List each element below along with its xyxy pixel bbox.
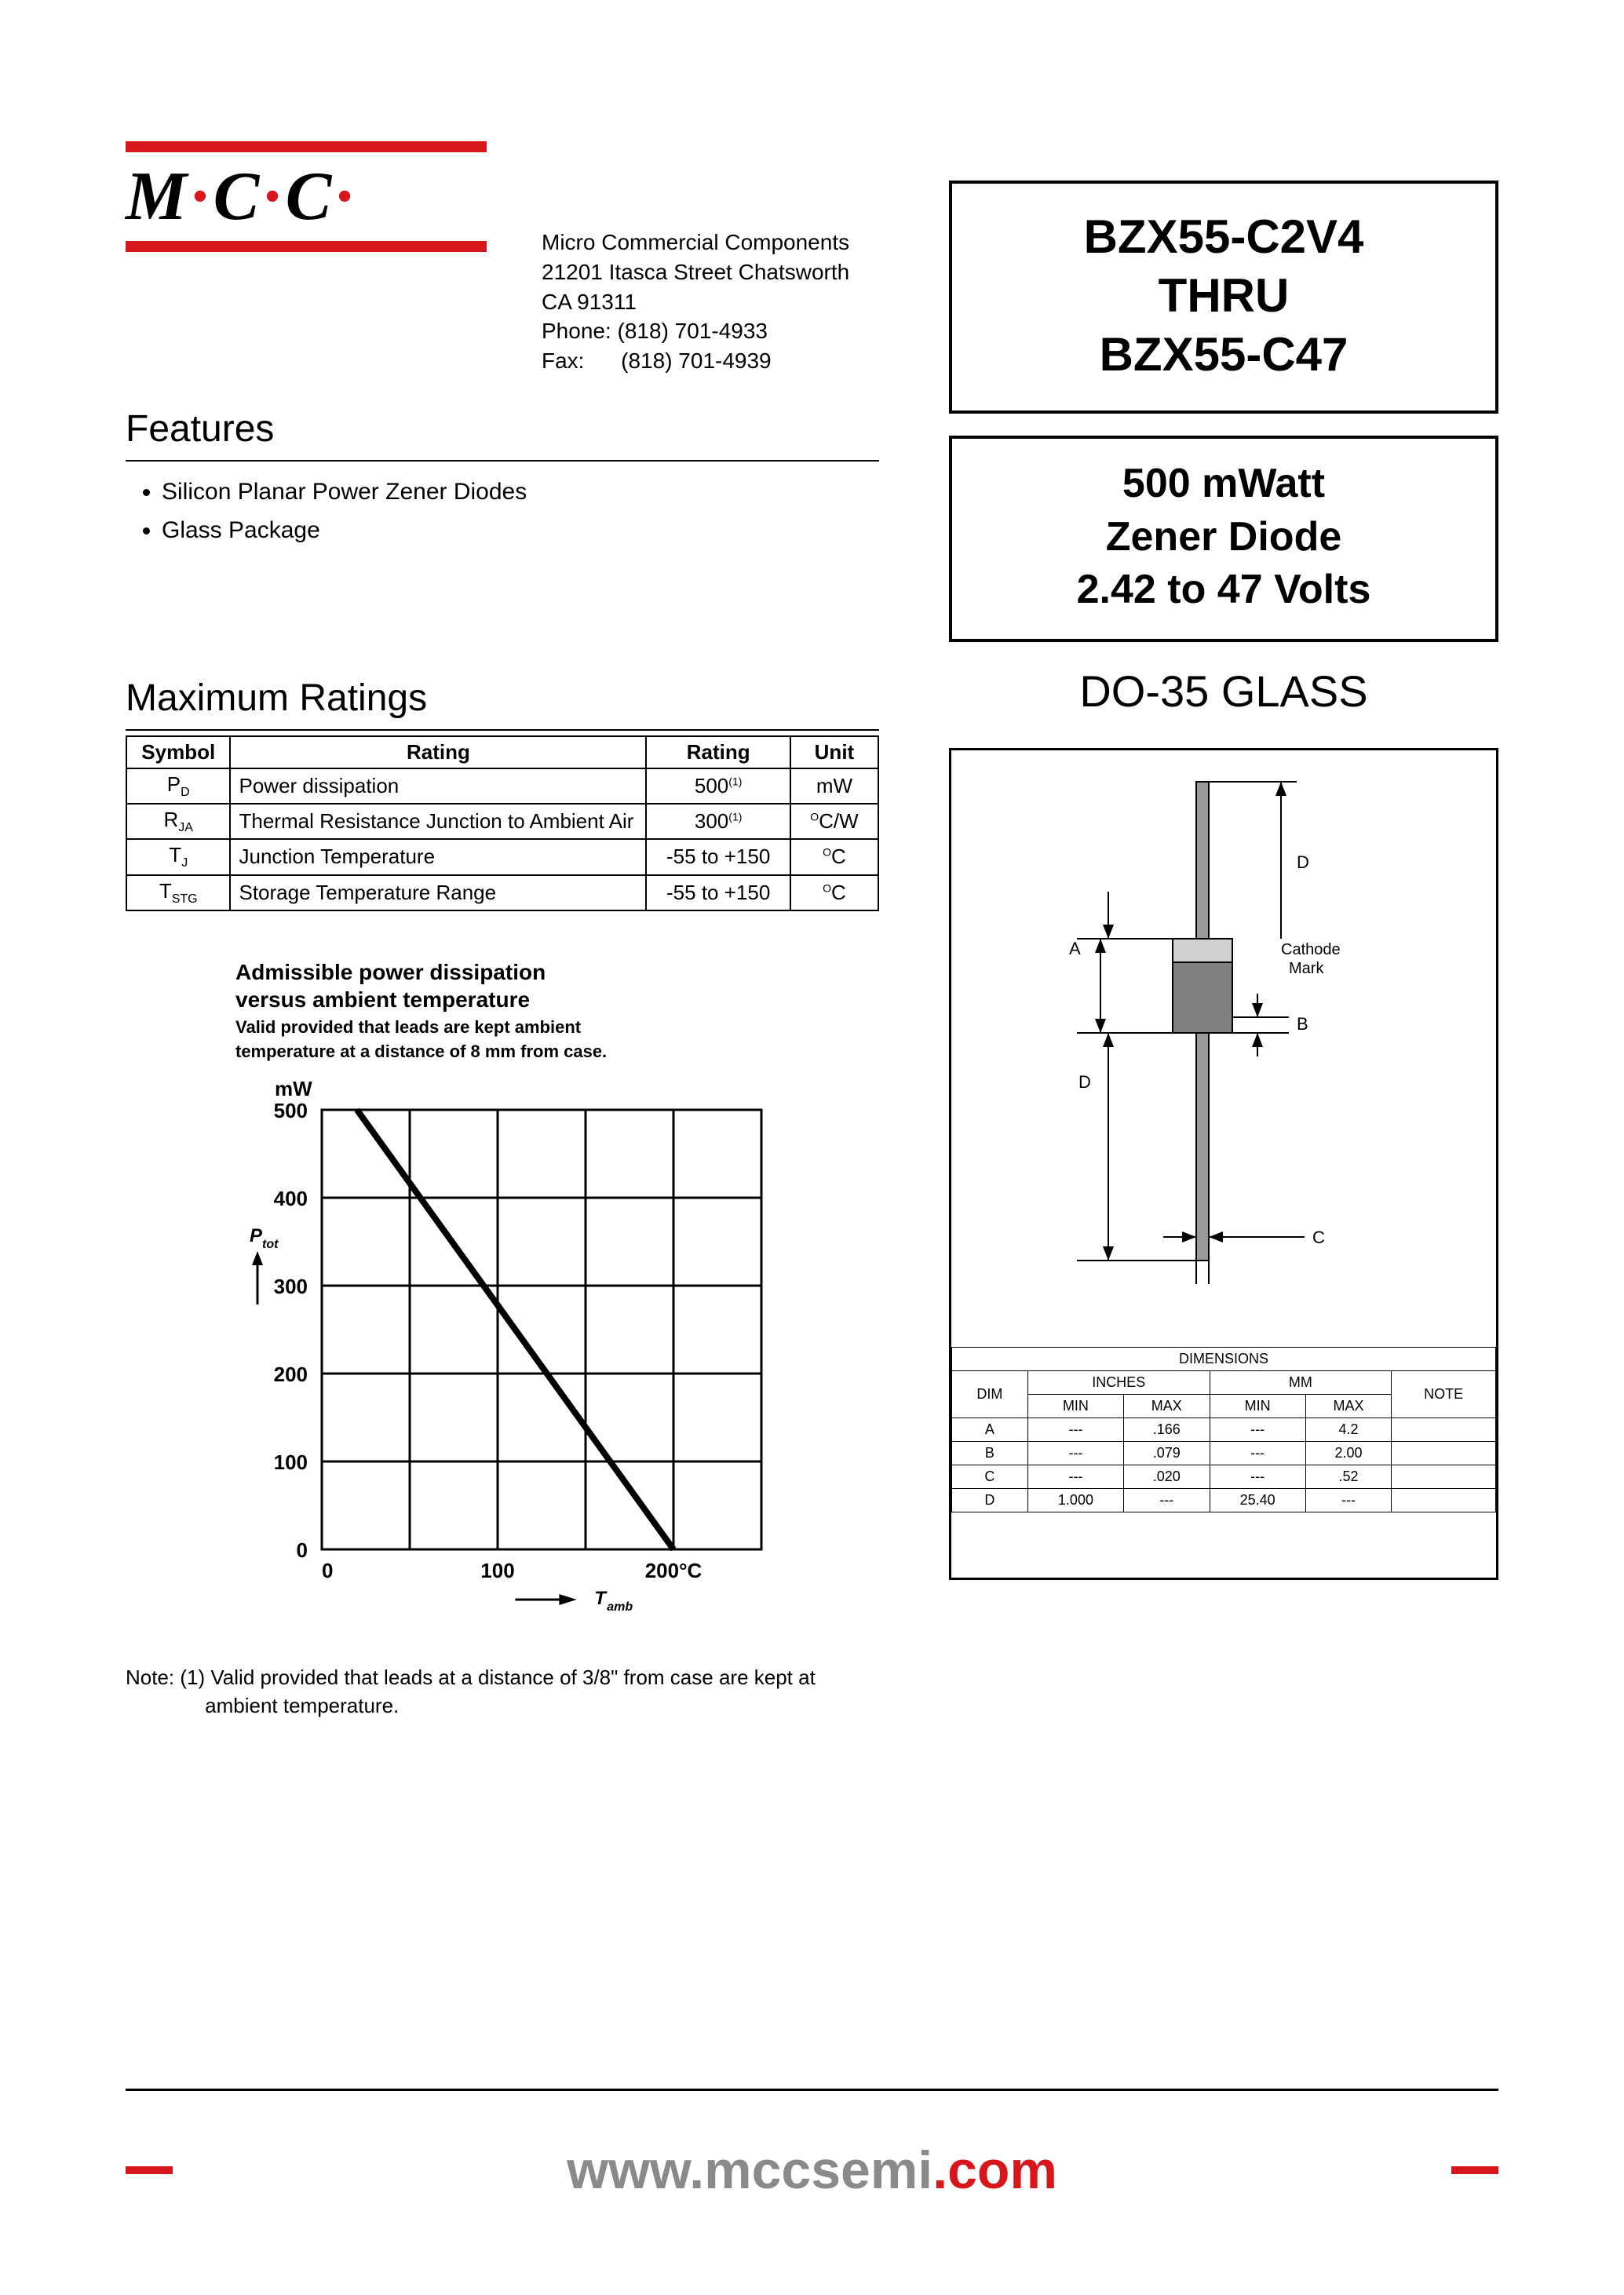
- chart-subtitle-1: Valid provided that leads are kept ambie…: [235, 1016, 879, 1038]
- spec-line: 500 mWatt: [960, 458, 1487, 511]
- table-row: RJA Thermal Resistance Junction to Ambie…: [126, 804, 878, 839]
- chart-title-1: Admissible power dissipation: [235, 958, 879, 986]
- svg-text:P: P: [250, 1225, 263, 1246]
- max-ratings-heading: Maximum Ratings: [126, 677, 879, 720]
- svg-text:mW: mW: [275, 1077, 312, 1100]
- title-line: BZX55-C2V4: [960, 207, 1487, 266]
- svg-text:D: D: [1078, 1072, 1091, 1092]
- svg-text:B: B: [1297, 1014, 1308, 1034]
- dim-col: NOTE: [1392, 1370, 1496, 1418]
- features-rule: [126, 460, 879, 462]
- company-name: Micro Commercial Components: [542, 228, 849, 257]
- footer-url: www.mccsemi.com: [126, 2140, 1498, 2201]
- url-red: .com: [932, 2140, 1057, 2200]
- dim-col: MIN: [1027, 1394, 1123, 1418]
- dim-col: MAX: [1305, 1394, 1392, 1418]
- company-fax: Fax: (818) 701-4939: [542, 346, 849, 376]
- features-heading: Features: [126, 407, 879, 451]
- company-phone: Phone: (818) 701-4933: [542, 316, 849, 346]
- svg-text:Mark: Mark: [1289, 960, 1324, 977]
- dim-group: INCHES: [1027, 1370, 1210, 1394]
- svg-text:0: 0: [297, 1538, 308, 1562]
- svg-text:amb: amb: [607, 1600, 633, 1614]
- features-list: Silicon Planar Power Zener Diodes Glass …: [126, 474, 879, 548]
- dim-col: DIM: [952, 1370, 1028, 1418]
- chart-title-2: versus ambient temperature: [235, 986, 879, 1013]
- dim-row: C --- .020 --- .52: [952, 1465, 1496, 1488]
- col-rating-val: Rating: [646, 736, 790, 768]
- svg-text:300: 300: [274, 1275, 308, 1298]
- svg-text:A: A: [1069, 939, 1081, 958]
- footer-left-bar: [126, 2166, 173, 2174]
- table-row: TJ Junction Temperature -55 to +150 OC: [126, 839, 878, 874]
- dim-group: MM: [1210, 1370, 1392, 1394]
- package-title: DO-35 GLASS: [949, 666, 1498, 717]
- company-street: 21201 Itasca Street Chatsworth: [542, 257, 849, 287]
- chart-svg: mW 0 100 200 300 400 500 0 100 200°C Ptot Tamb: [235, 1063, 832, 1628]
- max-ratings-rule: [126, 729, 879, 731]
- svg-text:tot: tot: [262, 1238, 279, 1251]
- col-unit: Unit: [790, 736, 878, 768]
- table-header-row: Symbol Rating Rating Unit: [126, 736, 878, 768]
- svg-text:200: 200: [274, 1363, 308, 1386]
- svg-text:D: D: [1297, 852, 1309, 872]
- dim-col: MAX: [1124, 1394, 1210, 1418]
- col-symbol: Symbol: [126, 736, 230, 768]
- footer-right-bar: [1451, 2166, 1498, 2174]
- chart-subtitle-2: temperature at a distance of 8 mm from c…: [235, 1041, 879, 1063]
- svg-text:100: 100: [274, 1450, 308, 1474]
- footnote: Note: (1) Valid provided that leads at a…: [126, 1663, 879, 1720]
- max-ratings-table: Symbol Rating Rating Unit PD Power dissi…: [126, 735, 879, 911]
- svg-text:400: 400: [274, 1187, 308, 1210]
- svg-text:Cathode: Cathode: [1281, 941, 1341, 958]
- svg-text:T: T: [594, 1588, 608, 1609]
- company-address: Micro Commercial Components 21201 Itasca…: [542, 228, 849, 376]
- dim-row: D 1.000 --- 25.40 ---: [952, 1488, 1496, 1512]
- spec-box: 500 mWatt Zener Diode 2.42 to 47 Volts: [949, 436, 1498, 642]
- dim-row: A --- .166 --- 4.2: [952, 1418, 1496, 1441]
- table-row: PD Power dissipation 500(1) mW: [126, 768, 878, 804]
- title-line: THRU: [960, 266, 1487, 325]
- feature-item: Silicon Planar Power Zener Diodes: [162, 474, 879, 509]
- svg-text:500: 500: [274, 1099, 308, 1122]
- logo-text: M·C·C·: [126, 152, 487, 241]
- spec-line: 2.42 to 47 Volts: [960, 564, 1487, 617]
- table-row: TSTG Storage Temperature Range -55 to +1…: [126, 875, 878, 910]
- spec-line: Zener Diode: [960, 511, 1487, 564]
- svg-text:200°C: 200°C: [645, 1559, 703, 1582]
- logo-top-bar: [126, 141, 487, 152]
- feature-item: Glass Package: [162, 513, 879, 548]
- package-drawing: D A Cathode Mark B D C: [951, 750, 1496, 1347]
- power-dissipation-chart: Admissible power dissipation versus ambi…: [235, 958, 879, 1632]
- svg-text:100: 100: [480, 1559, 514, 1582]
- dim-title: DIMENSIONS: [952, 1347, 1496, 1370]
- dimensions-table: DIMENSIONS DIM INCHES MM NOTE MIN MAX MI…: [951, 1347, 1496, 1512]
- logo-bottom-bar: [126, 241, 487, 252]
- dim-row: B --- .079 --- 2.00: [952, 1441, 1496, 1465]
- company-city: CA 91311: [542, 287, 849, 317]
- part-number-box: BZX55-C2V4 THRU BZX55-C47: [949, 181, 1498, 414]
- url-gray: www.mccsemi: [567, 2140, 932, 2200]
- svg-text:C: C: [1312, 1228, 1325, 1247]
- footer-rule: [126, 2089, 1498, 2091]
- col-rating-desc: Rating: [230, 736, 646, 768]
- title-line: BZX55-C47: [960, 325, 1487, 384]
- logo-block: M·C·C·: [126, 141, 487, 252]
- package-frame: D A Cathode Mark B D C DIMENSIONS DIM INCHES M…: [949, 748, 1498, 1580]
- svg-text:0: 0: [322, 1559, 333, 1582]
- dim-col: MIN: [1210, 1394, 1305, 1418]
